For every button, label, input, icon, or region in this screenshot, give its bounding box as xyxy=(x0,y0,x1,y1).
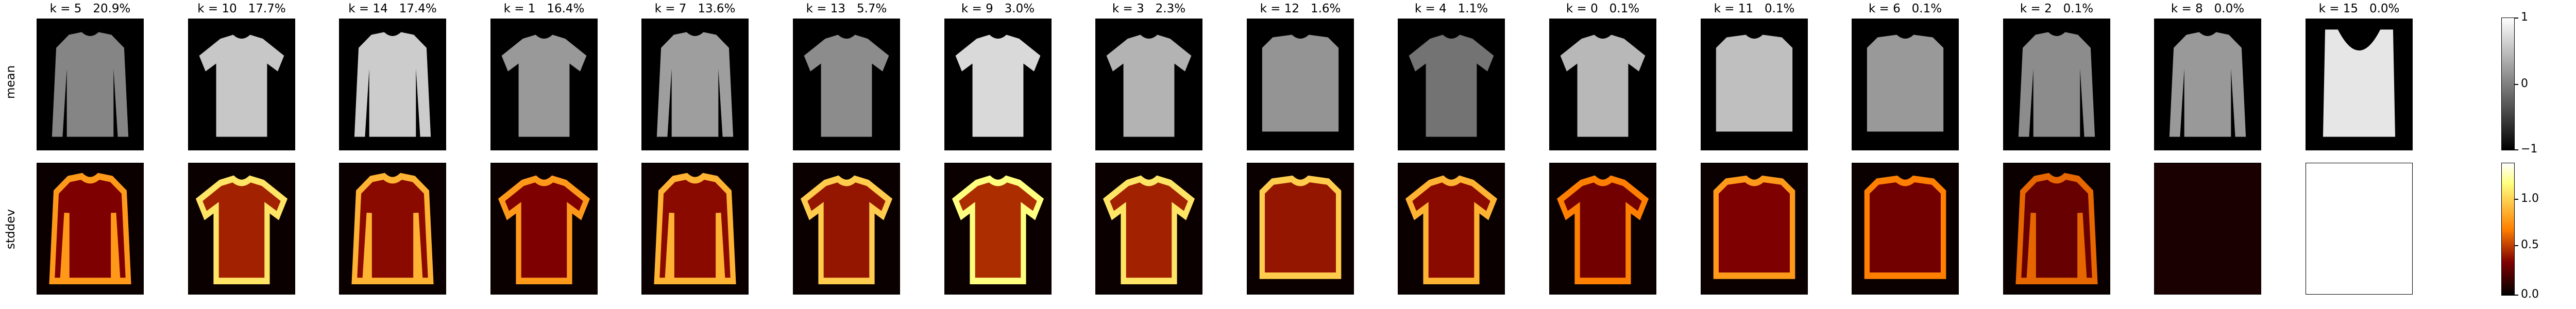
mean-image xyxy=(2154,19,2261,150)
stddev-image xyxy=(1398,163,1505,295)
mean-image xyxy=(1701,19,1808,150)
colorbar-tick-mark xyxy=(2515,245,2518,246)
stddev-colorbar xyxy=(2501,163,2515,296)
stddev-image xyxy=(1095,163,1202,295)
cluster-title: k = 1 16.4% xyxy=(503,2,585,15)
stddev-image xyxy=(793,163,900,295)
colorbar-tick-label: 1.0 xyxy=(2521,192,2539,205)
mean-image xyxy=(1398,19,1505,150)
mean-colorbar xyxy=(2501,18,2515,150)
mean-image xyxy=(944,19,1052,150)
cluster-title: k = 15 0.0% xyxy=(2318,2,2400,15)
mean-image xyxy=(2306,19,2413,150)
colorbar-tick-label: 0.5 xyxy=(2521,238,2539,251)
colorbar-tick-mark xyxy=(2515,199,2518,200)
mean-image xyxy=(339,19,446,150)
colorbar-tick-mark xyxy=(2515,18,2518,19)
stddev-image xyxy=(1701,163,1808,295)
cluster-title: k = 9 3.0% xyxy=(961,2,1035,15)
stddev-image xyxy=(188,163,295,295)
mean-image xyxy=(1095,19,1202,150)
cluster-title: k = 7 13.6% xyxy=(654,2,736,15)
cluster-title: k = 12 1.6% xyxy=(1260,2,1341,15)
cluster-title: k = 13 5.7% xyxy=(806,2,887,15)
cluster-title: k = 0 0.1% xyxy=(1566,2,1640,15)
cluster-title: k = 6 0.1% xyxy=(1868,2,1942,15)
mean-image xyxy=(1247,19,1354,150)
mean-image xyxy=(641,19,749,150)
row-label-mean: mean xyxy=(4,65,18,99)
cluster-title: k = 5 20.9% xyxy=(49,2,131,15)
cluster-title: k = 10 17.7% xyxy=(197,2,286,15)
cluster-title: k = 2 0.1% xyxy=(2020,2,2094,15)
stddev-image xyxy=(1852,163,1959,295)
colorbar-tick-mark xyxy=(2515,84,2518,85)
colorbar-tick-mark xyxy=(2515,149,2518,150)
colorbar-tick-label: 0 xyxy=(2521,77,2528,90)
stddev-image xyxy=(2003,163,2110,295)
colorbar-tick-label: −1 xyxy=(2521,143,2538,156)
mean-image xyxy=(793,19,900,150)
row-label-stddev: stddev xyxy=(4,209,18,249)
stddev-image xyxy=(490,163,598,295)
cluster-title: k = 4 1.1% xyxy=(1414,2,1488,15)
mean-image xyxy=(188,19,295,150)
mean-image xyxy=(490,19,598,150)
stddev-image xyxy=(641,163,749,295)
mean-image xyxy=(1549,19,1656,150)
stddev-image xyxy=(1549,163,1656,295)
cluster-title: k = 14 17.4% xyxy=(348,2,437,15)
stddev-image xyxy=(37,163,144,295)
stddev-image xyxy=(944,163,1052,295)
colorbar-tick-mark xyxy=(2515,295,2518,296)
stddev-image xyxy=(1247,163,1354,295)
mean-image xyxy=(37,19,144,150)
cluster-title: k = 8 0.0% xyxy=(2171,2,2245,15)
colorbar-tick-label: 1 xyxy=(2521,11,2528,24)
cluster-title: k = 3 2.3% xyxy=(1112,2,1186,15)
cluster-title: k = 11 0.1% xyxy=(1714,2,1795,15)
colorbar-tick-label: 0.0 xyxy=(2521,288,2539,301)
mean-image xyxy=(1852,19,1959,150)
mean-image xyxy=(2003,19,2110,150)
stddev-image xyxy=(2306,163,2413,295)
stddev-image xyxy=(2154,163,2261,295)
stddev-image xyxy=(339,163,446,295)
